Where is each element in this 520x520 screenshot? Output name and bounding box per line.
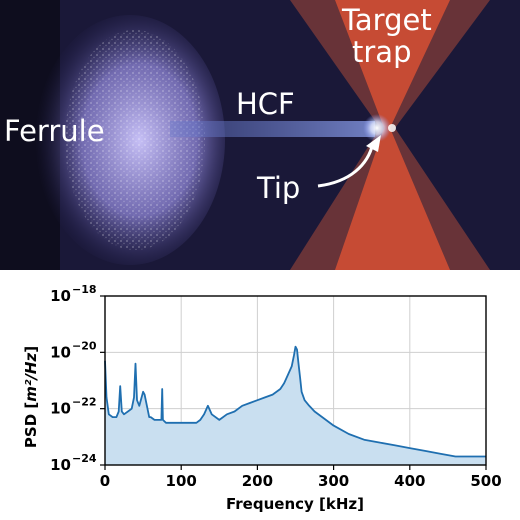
y-tick-label: 10 [50,400,71,418]
y-tick-label: 10 [50,287,71,305]
label-target-line1: Target [341,3,432,37]
y-tick-exponent: −24 [72,452,97,465]
y-tick-exponent: −22 [72,396,97,409]
psd-line [104,345,486,458]
x-tick-label: 400 [394,472,425,490]
x-axis-label: Frequency [kHz] [226,495,364,513]
x-tick-label: 100 [166,472,197,490]
x-tick-label: 500 [470,472,501,490]
x-tick-label: 0 [100,472,110,490]
label-hcf: HCF [236,87,295,121]
trap-beam-inner [335,0,450,270]
x-axis: 0 100 200 300 400 500 [100,465,502,490]
label-tip: Tip [256,171,300,205]
label-ferrule: Ferrule [4,114,105,148]
x-tick-label: 200 [242,472,273,490]
x-tick-label: 300 [318,472,349,490]
y-tick-label: 10 [50,456,71,474]
y-tick-exponent: −18 [72,283,97,296]
psd-area [105,346,486,465]
y-axis-label: PSD [m²/Hz] [22,346,40,448]
label-target-line2: trap [352,35,411,69]
y-tick-label: 10 [50,343,71,361]
y-tick-exponent: −20 [72,339,97,352]
tip-glow [363,114,391,142]
plot-frame [104,295,487,466]
tip-arrow [317,142,375,188]
micrograph-panel: Ferrule HCF Target trap Tip [0,0,520,270]
tip-arrow-head [366,135,381,152]
hcf-fiber [170,121,375,137]
